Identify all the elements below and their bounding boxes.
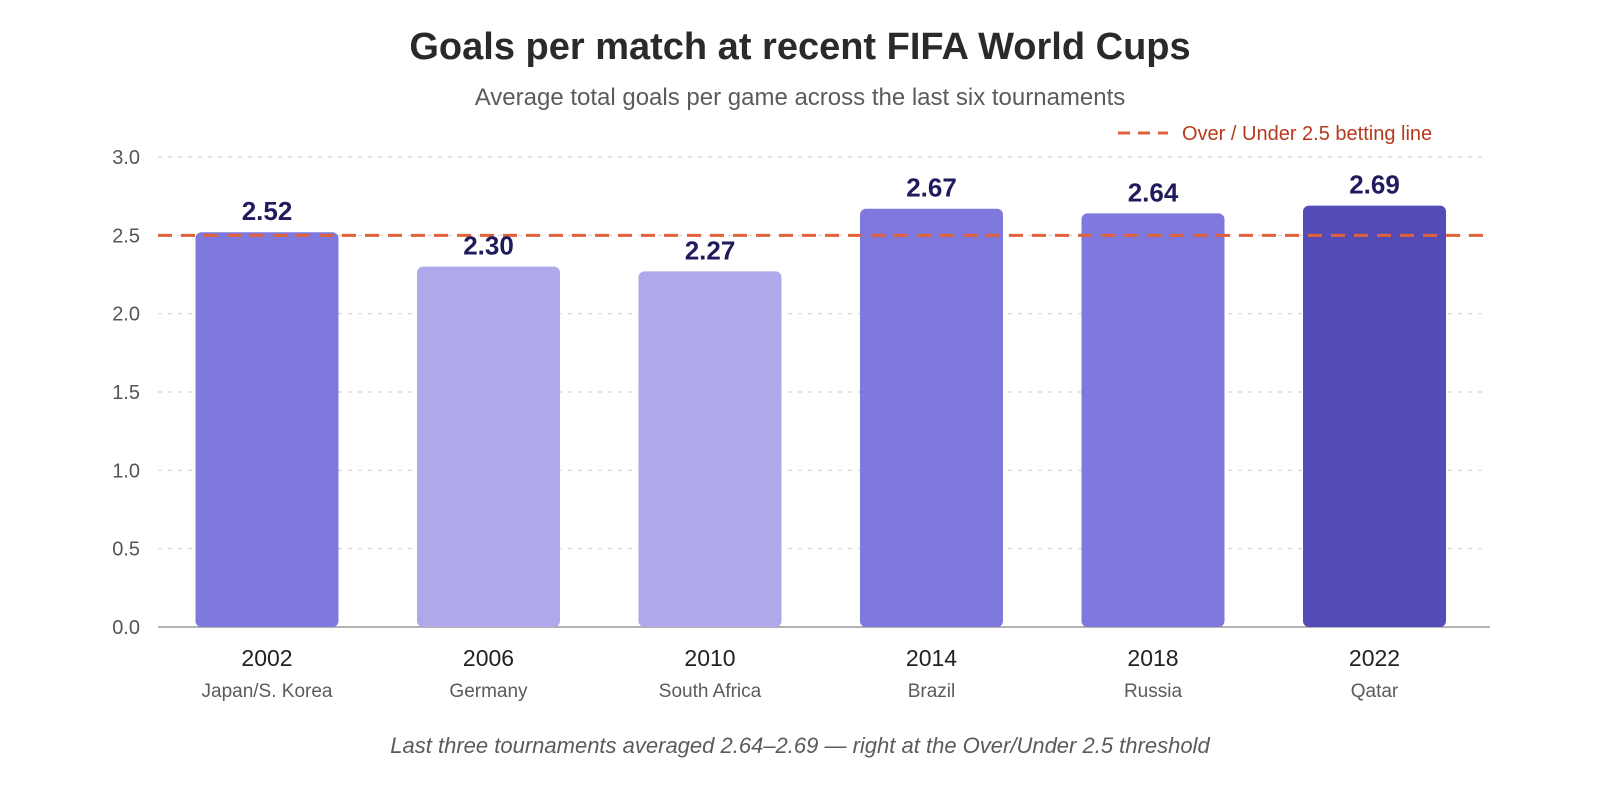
y-tick-label: 1.5 — [112, 382, 140, 404]
x-tick-label: 2022 — [1349, 645, 1400, 671]
bar-2014 — [860, 208, 1003, 627]
chart-footnote: Last three tournaments averaged 2.64–2.6… — [390, 733, 1210, 758]
bar-value-label: 2.27 — [685, 235, 736, 265]
x-host-label: Germany — [449, 681, 528, 702]
x-tick-label: 2018 — [1127, 645, 1178, 671]
bar-value-label: 2.67 — [906, 173, 957, 203]
chart-subtitle: Average total goals per game across the … — [474, 84, 1126, 111]
x-host-label: Brazil — [908, 681, 956, 702]
chart-title: Goals per match at recent FIFA World Cup… — [409, 26, 1191, 68]
y-tick-label: 3.0 — [112, 147, 140, 169]
bar-2002 — [195, 232, 339, 627]
x-tick-label: 2014 — [906, 645, 957, 671]
x-tick-label: 2002 — [241, 645, 292, 671]
legend-label: Over / Under 2.5 betting line — [1182, 123, 1432, 145]
bar-2006 — [417, 266, 560, 627]
y-tick-label: 0.5 — [112, 539, 140, 561]
y-tick-label: 2.5 — [112, 225, 140, 247]
y-tick-label: 0.0 — [112, 617, 140, 639]
y-tick-label: 2.0 — [112, 304, 140, 326]
x-host-label: Japan/S. Korea — [202, 681, 333, 702]
bar-value-label: 2.64 — [1128, 177, 1179, 207]
x-host-label: Russia — [1124, 681, 1183, 702]
bar-2010 — [638, 271, 782, 627]
y-tick-label: 1.0 — [112, 460, 140, 482]
bar-value-label: 2.30 — [463, 231, 514, 261]
bar-2018 — [1081, 213, 1225, 627]
bar-2022 — [1303, 205, 1446, 628]
x-tick-label: 2006 — [463, 645, 514, 671]
bar-value-label: 2.52 — [242, 196, 293, 226]
bar-value-label: 2.69 — [1349, 170, 1400, 200]
x-tick-label: 2010 — [684, 645, 735, 671]
x-host-label: South Africa — [659, 681, 762, 702]
x-host-label: Qatar — [1351, 681, 1399, 702]
